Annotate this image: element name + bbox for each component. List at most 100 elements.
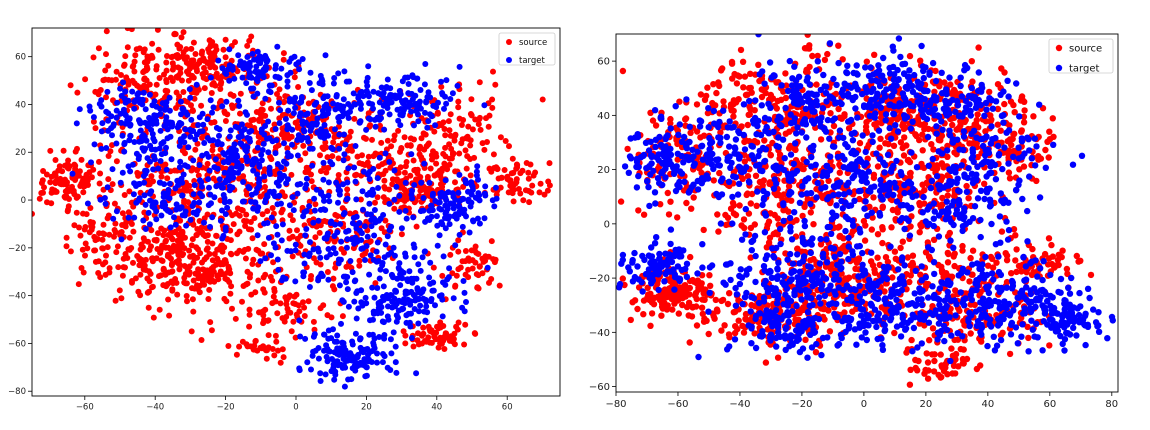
data-point xyxy=(497,184,504,191)
data-point xyxy=(250,167,257,174)
data-point xyxy=(456,150,463,157)
data-point xyxy=(228,146,235,152)
data-point xyxy=(941,79,948,86)
data-point xyxy=(461,289,468,296)
data-point xyxy=(398,268,405,274)
data-point xyxy=(453,272,460,279)
data-point xyxy=(900,152,908,159)
data-point xyxy=(345,303,352,310)
data-point xyxy=(509,155,516,162)
data-point xyxy=(701,96,709,104)
data-point xyxy=(738,222,745,229)
data-point xyxy=(246,37,253,44)
data-point xyxy=(255,58,262,65)
data-point xyxy=(121,61,128,68)
data-point xyxy=(856,195,863,203)
data-point xyxy=(648,310,656,317)
data-point xyxy=(236,103,243,109)
data-point xyxy=(207,191,214,198)
data-point xyxy=(862,127,870,134)
data-point xyxy=(481,146,488,153)
data-point xyxy=(953,151,960,158)
data-point xyxy=(849,228,856,235)
data-point xyxy=(874,163,882,170)
data-point xyxy=(408,310,414,317)
data-point xyxy=(429,329,436,336)
data-point xyxy=(246,274,253,281)
data-point xyxy=(182,126,189,133)
data-point xyxy=(338,238,345,245)
data-point xyxy=(869,214,876,221)
data-point xyxy=(164,88,171,95)
data-point xyxy=(1046,128,1053,135)
data-point xyxy=(236,343,243,350)
data-point xyxy=(455,98,462,105)
data-point xyxy=(410,241,417,248)
data-point xyxy=(888,224,895,231)
data-point xyxy=(355,305,362,312)
data-point xyxy=(119,169,126,176)
data-point xyxy=(666,285,673,292)
data-point xyxy=(744,121,751,129)
data-point xyxy=(311,207,318,214)
data-point xyxy=(305,122,312,129)
data-point xyxy=(264,208,271,215)
data-point xyxy=(246,129,253,135)
data-point xyxy=(174,291,181,298)
data-point xyxy=(246,323,253,330)
legend-label-target: target xyxy=(519,56,546,66)
data-point xyxy=(171,30,178,37)
data-point xyxy=(146,221,153,228)
data-point xyxy=(331,238,338,245)
data-point xyxy=(465,266,472,273)
data-point xyxy=(426,179,433,186)
data-point xyxy=(365,63,372,70)
data-point xyxy=(190,209,197,216)
data-point xyxy=(383,292,390,298)
data-point xyxy=(103,145,110,151)
data-point xyxy=(304,110,311,117)
data-point xyxy=(694,277,701,284)
data-point xyxy=(264,347,270,354)
data-point xyxy=(189,296,196,303)
data-point xyxy=(292,278,299,285)
data-point xyxy=(350,245,357,252)
data-point xyxy=(421,308,428,315)
data-point xyxy=(988,116,995,123)
data-point xyxy=(398,145,405,151)
data-point xyxy=(398,225,405,232)
data-point xyxy=(300,142,307,149)
data-point xyxy=(80,189,87,196)
data-point xyxy=(153,255,160,262)
data-point xyxy=(205,277,212,284)
data-point xyxy=(135,197,142,204)
data-point xyxy=(238,164,245,171)
points-layer xyxy=(32,28,553,390)
data-point xyxy=(455,104,462,111)
y-tick-label: −20 xyxy=(8,244,26,254)
data-point xyxy=(131,139,138,145)
data-point xyxy=(400,100,406,107)
data-point xyxy=(436,199,443,206)
data-point xyxy=(782,130,789,137)
data-point xyxy=(707,282,714,289)
data-point xyxy=(172,276,179,282)
data-point xyxy=(928,141,935,148)
data-point xyxy=(371,345,378,352)
data-point xyxy=(321,218,328,224)
data-point xyxy=(742,137,749,144)
data-point xyxy=(90,114,97,121)
data-point xyxy=(343,244,350,251)
data-point xyxy=(222,224,229,231)
data-point xyxy=(298,99,305,105)
data-point xyxy=(821,316,828,323)
data-point xyxy=(356,160,363,167)
data-point xyxy=(204,211,211,218)
data-point xyxy=(185,77,192,84)
data-point xyxy=(207,319,214,326)
data-point xyxy=(699,296,706,303)
data-point xyxy=(139,244,146,251)
data-point xyxy=(286,227,293,234)
data-point xyxy=(121,148,128,155)
data-point xyxy=(357,335,364,342)
